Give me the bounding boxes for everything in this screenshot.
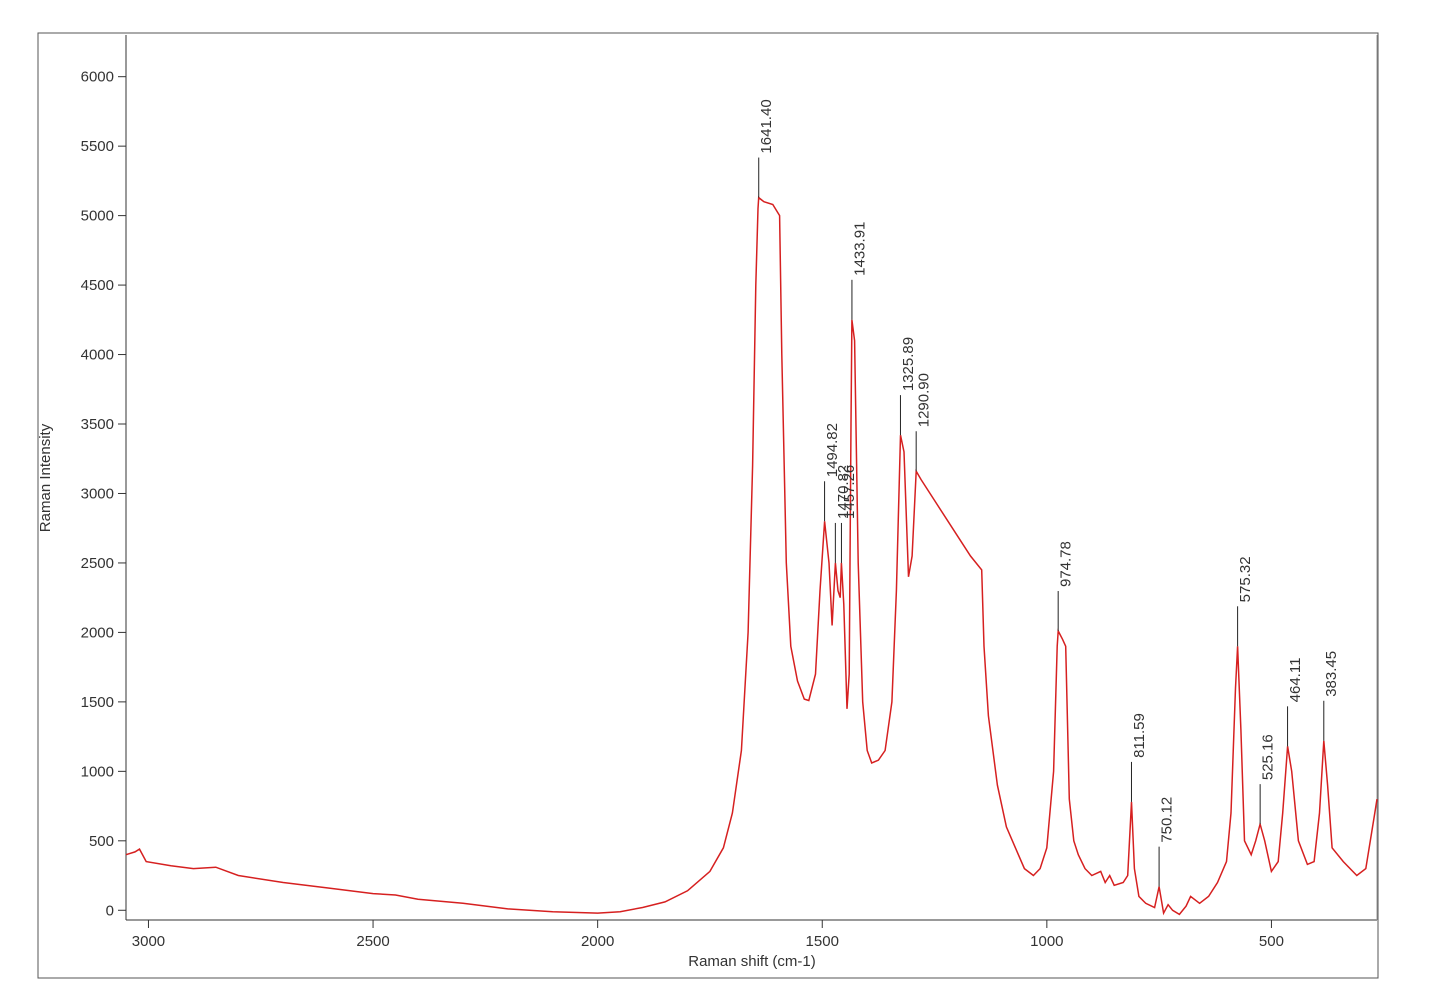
peak-label: 525.16: [1260, 734, 1277, 780]
peak-label: 1641.40: [758, 99, 775, 153]
y-tick-label: 3000: [81, 485, 114, 502]
x-tick-label: 2500: [356, 933, 389, 950]
y-tick-label: 1000: [81, 763, 114, 780]
y-tick-label: 3500: [81, 416, 114, 433]
frame: [37, 32, 1379, 979]
y-tick-label: 500: [89, 833, 114, 850]
y-tick-label: 5000: [81, 208, 114, 225]
y-axis-label: Raman Intensity: [37, 423, 54, 532]
spectrum-line: [125, 196, 1378, 916]
x-axis-label: Raman shift (cm-1): [688, 953, 816, 970]
y-tick-label: 1500: [81, 694, 114, 711]
y-tick-label: 6000: [81, 69, 114, 86]
peak-label: 575.32: [1237, 556, 1254, 602]
x-tick-label: 500: [1259, 933, 1284, 950]
peak-label: 1494.82: [824, 423, 841, 477]
peak-label: 1433.91: [851, 222, 868, 276]
peak-label: 1290.90: [916, 373, 933, 427]
y-tick-label: 2000: [81, 624, 114, 641]
x-tick-label: 2000: [581, 933, 614, 950]
y-tick-label: 4500: [81, 277, 114, 294]
y-tick-label: 2500: [81, 555, 114, 572]
peak-label: 1325.89: [900, 337, 917, 391]
y-tick-label: 4000: [81, 347, 114, 364]
peak-label: 750.12: [1158, 797, 1175, 843]
x-tick-label: 1500: [806, 933, 839, 950]
y-tick-label: 5500: [81, 138, 114, 155]
peak-label: 1457.26: [841, 465, 858, 519]
peak-label: 811.59: [1131, 713, 1148, 758]
x-tick-label: 1000: [1030, 933, 1063, 950]
peak-label: 383.45: [1323, 651, 1340, 697]
peak-label: 1470.82: [835, 465, 852, 519]
peak-label: 974.78: [1058, 541, 1075, 587]
x-tick-label: 3000: [132, 933, 165, 950]
y-tick-label: 0: [106, 902, 114, 919]
peak-label: 464.11: [1287, 658, 1304, 703]
